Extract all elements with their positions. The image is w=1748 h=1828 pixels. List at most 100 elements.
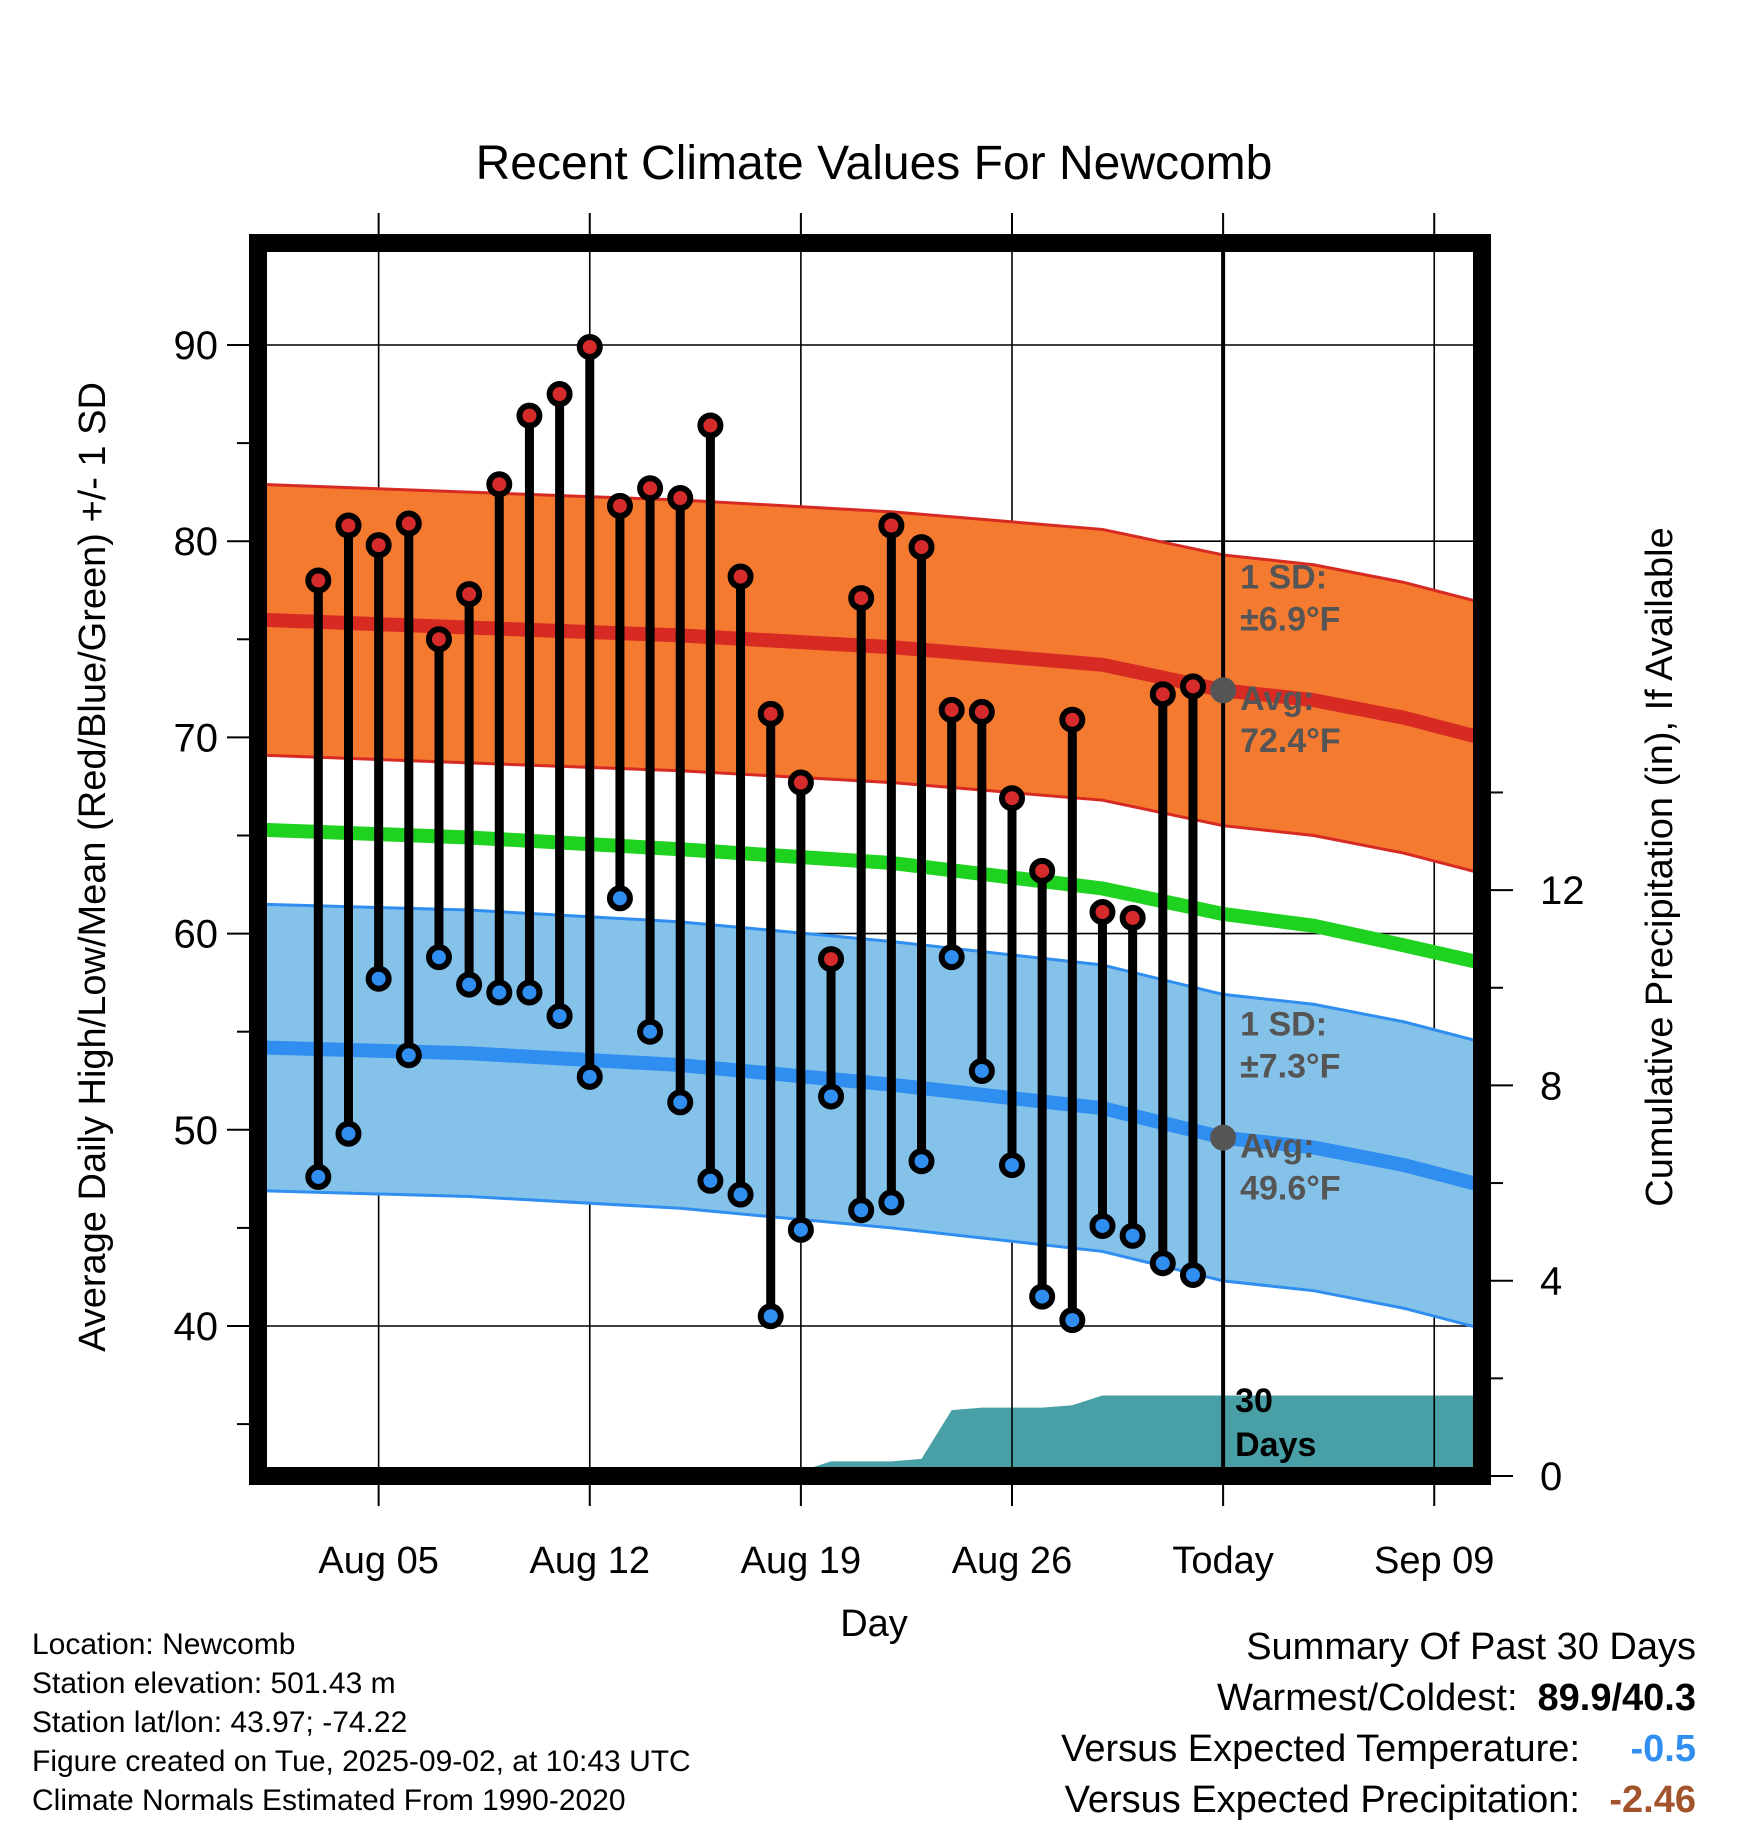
- daily-high-point: [425, 626, 452, 653]
- x-tick-label: Aug 19: [741, 1540, 861, 1582]
- daily-low-point: [878, 1189, 905, 1216]
- summary-panel: Summary Of Past 30 Days Warmest/Coldest:…: [1061, 1622, 1696, 1826]
- daily-low-point: [395, 1042, 422, 1069]
- daily-low-point: [848, 1197, 875, 1224]
- daily-low-point: [908, 1148, 935, 1175]
- period-label: 30 Days: [1235, 1382, 1316, 1464]
- daily-high-point: [305, 567, 332, 594]
- daily-high-point: [516, 402, 543, 429]
- plot-frame: [249, 234, 1491, 1485]
- daily-high-point: [576, 333, 603, 360]
- summary-title: Summary Of Past 30 Days: [1246, 1626, 1696, 1668]
- daily-low-point: [697, 1167, 724, 1194]
- daily-high-point: [968, 698, 995, 725]
- daily-low-point: [1029, 1283, 1056, 1310]
- high-sd-band-upper-edge: [258, 482, 1482, 605]
- daily-high-point: [1059, 706, 1086, 733]
- daily-low-point: [516, 979, 543, 1006]
- daily-low-point: [938, 944, 965, 971]
- daily-low-point: [1059, 1307, 1086, 1334]
- mean-average-line: [258, 822, 1482, 971]
- daily-high-point: [999, 785, 1025, 812]
- low-sd-band-lower-edge: [258, 1189, 1482, 1331]
- warmest-coldest-label: Warmest/Coldest:: [1216, 1677, 1518, 1719]
- daily-high-point: [1119, 904, 1146, 931]
- daily-low-point: [1119, 1222, 1146, 1249]
- daily-low-point: [425, 944, 452, 971]
- chart-title: Recent Climate Values For Newcomb: [476, 137, 1273, 190]
- daily-low-point: [546, 1003, 573, 1030]
- y-tick-label: 40: [174, 1305, 219, 1349]
- precip-departure-value: -2.46: [1609, 1779, 1696, 1821]
- daily-high-point: [456, 581, 483, 608]
- high-average-line: [258, 612, 1482, 746]
- latlon-text: Station lat/lon: 43.97; -74.22: [32, 1706, 408, 1739]
- x-tick-label: Aug 05: [318, 1540, 438, 1582]
- daily-high-point: [938, 696, 965, 723]
- x-tick-label: Aug 12: [530, 1540, 650, 1582]
- elevation-text: Station elevation: 501.43 m: [32, 1667, 396, 1700]
- summary-precipitation: Versus Expected Precipitation: -2.46: [1061, 1775, 1696, 1826]
- high-sd-band-lower-edge: [258, 753, 1482, 875]
- today-low-marker: [1210, 1124, 1237, 1151]
- daily-high-point: [667, 485, 694, 512]
- daily-high-point: [486, 471, 513, 498]
- daily-low-point: [606, 885, 633, 912]
- today-high-marker: [1210, 677, 1237, 704]
- daily-high-point: [757, 700, 784, 727]
- x-tick-label: Aug 26: [952, 1540, 1072, 1582]
- daily-high-point: [365, 532, 392, 559]
- high-avg-annotation: Avg: 72.4°F: [1240, 680, 1341, 760]
- daily-low-point: [757, 1303, 784, 1330]
- daily-low-point: [637, 1018, 664, 1045]
- axes: 40 50 60 70 80 90 0 4 8 12 Aug 05 Aug 12 Aug 19 Aug 2…: [174, 213, 1585, 1582]
- daily-low-point: [365, 965, 392, 992]
- daily-low-point: [576, 1063, 603, 1090]
- x-tick-label: Sep 09: [1374, 1540, 1494, 1582]
- warmest-coldest-value: 89.9/40.3: [1537, 1677, 1696, 1719]
- daily-high-point: [546, 381, 573, 408]
- daily-high-point: [335, 512, 362, 539]
- station-info: Location: Newcomb Station elevation: 501…: [32, 1625, 691, 1820]
- daily-low-point: [305, 1163, 332, 1190]
- x-axis-label: Day: [840, 1603, 908, 1645]
- y2-tick-label: 8: [1540, 1064, 1562, 1108]
- x-tick-label: Today: [1172, 1540, 1273, 1582]
- daily-high-point: [1089, 899, 1116, 926]
- daily-high-point: [787, 769, 814, 796]
- daily-low-point: [787, 1216, 814, 1243]
- daily-low-point: [1089, 1212, 1116, 1239]
- y2-tick-label: 12: [1540, 869, 1585, 913]
- daily-low-point: [1179, 1261, 1206, 1288]
- daily-high-point: [908, 534, 935, 561]
- daily-low-point: [486, 979, 513, 1006]
- high-sd-annotation: 1 SD: ±6.9°F: [1240, 558, 1340, 638]
- temp-departure-value: -0.5: [1630, 1728, 1696, 1770]
- normals-text: Climate Normals Estimated From 1990-2020: [32, 1784, 626, 1817]
- y-axis-label: Average Daily High/Low/Mean (Red/Blue/Gr…: [72, 382, 114, 1352]
- daily-high-point: [697, 412, 724, 439]
- daily-high-point: [848, 585, 875, 612]
- daily-low-point: [999, 1152, 1025, 1179]
- y-tick-label: 50: [174, 1109, 219, 1153]
- location-text: Location: Newcomb: [32, 1628, 296, 1661]
- y2-tick-label: 4: [1540, 1260, 1562, 1304]
- daily-low-point: [1149, 1250, 1176, 1277]
- y-tick-label: 80: [174, 520, 219, 564]
- daily-low-point: [335, 1120, 362, 1147]
- daily-high-point: [637, 475, 664, 502]
- temp-departure-label: Versus Expected Temperature:: [1061, 1728, 1580, 1770]
- daily-low-point: [818, 1083, 845, 1110]
- daily-high-point: [878, 512, 905, 539]
- summary-warmest-coldest: Warmest/Coldest: 89.9/40.3: [1061, 1673, 1696, 1724]
- daily-high-point: [1029, 857, 1056, 884]
- daily-low-point: [968, 1057, 995, 1084]
- daily-high-point: [1179, 673, 1206, 700]
- y2-axis-label: Cumulative Precipitation (in), If Availa…: [1639, 527, 1681, 1206]
- daily-high-point: [606, 492, 633, 519]
- precip-departure-label: Versus Expected Precipitation:: [1064, 1779, 1580, 1821]
- daily-high-point: [395, 510, 422, 537]
- daily-high-point: [727, 563, 754, 590]
- precip-area: [258, 1395, 1482, 1476]
